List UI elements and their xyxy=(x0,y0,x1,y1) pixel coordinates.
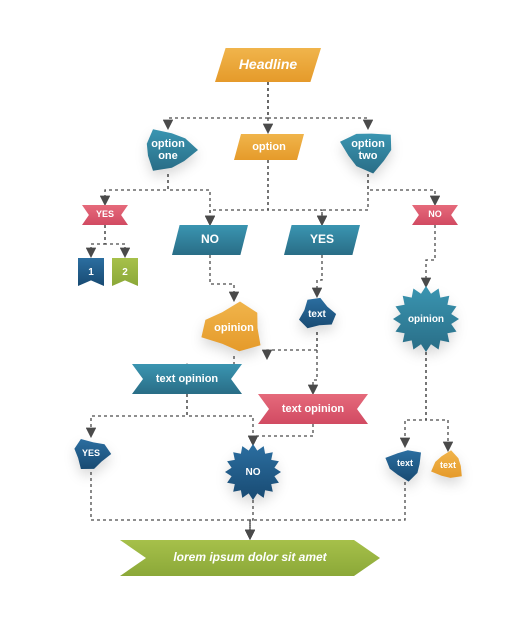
flowchart-canvas: { "meta": { "type": "flowchart", "canvas… xyxy=(0,0,531,626)
node-option_one: option one xyxy=(138,126,198,174)
node-text_op_r: text opinion xyxy=(258,394,368,424)
edge-to-yes_left xyxy=(105,174,168,204)
node-label: text xyxy=(391,459,419,469)
edge-to-one xyxy=(91,225,105,256)
node-label: opinion xyxy=(208,322,260,334)
node-text_op_l: text opinion xyxy=(132,364,242,394)
node-label: option one xyxy=(145,138,191,162)
node-label: YES xyxy=(76,449,106,459)
edge-to-no_star xyxy=(253,424,313,444)
node-text_o: text xyxy=(430,450,466,482)
node-text_n: text xyxy=(384,446,426,482)
node-opinion_or: opinion xyxy=(198,300,270,356)
node-lorem: lorem ipsum dolor sit amet xyxy=(120,540,380,576)
edge-to-yes_mid xyxy=(268,160,322,224)
edge-to-no_mid xyxy=(168,174,210,224)
node-label: opinion xyxy=(402,314,450,325)
node-label: text opinion xyxy=(150,373,224,385)
node-yes_left: YES xyxy=(82,205,128,225)
edge-to-opinion_star xyxy=(426,225,435,286)
node-label: NO xyxy=(422,210,448,220)
node-option_two: option two xyxy=(338,126,398,174)
node-label: option xyxy=(246,141,292,153)
node-label: option two xyxy=(345,138,391,162)
edge-to-opinion_or xyxy=(267,332,317,358)
node-label: 1 xyxy=(82,267,100,278)
edge-to-text_n xyxy=(405,352,426,446)
edge-to-option_one xyxy=(168,82,268,128)
edge-to-yes_bl xyxy=(91,394,187,436)
edge-to-opinion_or xyxy=(210,255,234,300)
edge-to-text_blob xyxy=(317,255,322,296)
node-label: YES xyxy=(304,233,340,246)
node-label: NO xyxy=(240,467,267,478)
node-label: 2 xyxy=(116,267,134,278)
node-label: NO xyxy=(195,233,225,246)
node-text_blob: text xyxy=(296,296,338,332)
edge-to-lorem xyxy=(250,500,253,538)
edge-to-text_op_r xyxy=(313,332,317,393)
node-yes_mid: YES xyxy=(284,225,360,255)
node-headline: Headline xyxy=(215,48,321,82)
node-two: 2 xyxy=(112,258,138,286)
node-no_mid: NO xyxy=(172,225,248,255)
node-opinion_star: opinion xyxy=(390,286,462,352)
edge-to-no_star xyxy=(187,394,253,444)
node-label: text opinion xyxy=(276,403,350,415)
edge-to-yes_mid xyxy=(322,174,368,224)
node-yes_bl: YES xyxy=(70,436,112,472)
node-label: text xyxy=(434,461,462,471)
node-label: YES xyxy=(90,210,120,220)
node-label: lorem ipsum dolor sit amet xyxy=(167,551,332,564)
node-no_right: NO xyxy=(412,205,458,225)
node-one: 1 xyxy=(78,258,104,286)
edge-to-no_right xyxy=(368,174,435,204)
node-no_star: NO xyxy=(222,444,284,500)
edge-to-text_o xyxy=(426,352,448,450)
node-option: option xyxy=(234,134,304,160)
edge-to-no_mid xyxy=(210,160,268,224)
edge-to-option_two xyxy=(268,82,368,128)
node-label: text xyxy=(302,309,332,320)
node-label: Headline xyxy=(233,57,303,72)
edge-to-two xyxy=(105,225,125,256)
